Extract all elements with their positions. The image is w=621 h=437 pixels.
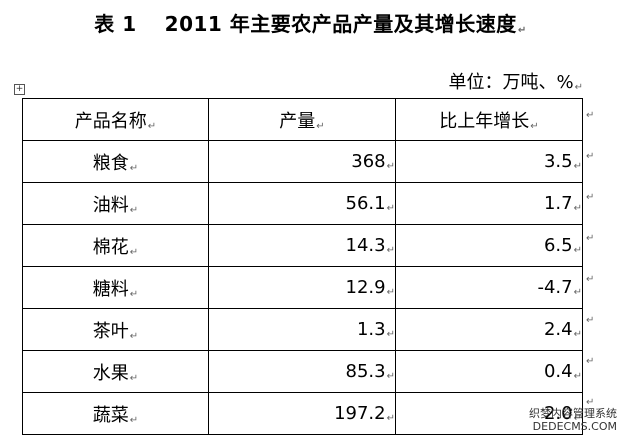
header-cell: 比上年增长↵ <box>395 98 583 141</box>
product-name-cell: 蔬菜↵ <box>22 392 209 435</box>
header-cell: 产品名称↵ <box>22 98 209 141</box>
row-end-mark-icon: ↵ <box>586 151 595 162</box>
product-name-cell: 粮食↵ <box>22 140 209 183</box>
growth-cell: -4.7↵ <box>395 266 583 309</box>
product-name-cell: 水果↵ <box>22 350 209 393</box>
table-row: 茶叶↵ 1.3↵ 2.4↵ <box>22 308 583 351</box>
table-number: 表 1 <box>94 12 137 36</box>
watermark: 织梦内容管理系统 DEDECMS.COM <box>529 407 617 433</box>
table-title: 表 1 2011 年主要农产品产量及其增长速度↵ <box>0 8 621 37</box>
table-move-handle-icon[interactable]: + <box>14 84 25 95</box>
table-row: 蔬菜↵ 197.2↵ 2.0↵ <box>22 392 583 435</box>
data-table: 产品名称↵ 产量↵ 比上年增长↵ 粮食↵ 368↵ 3.5↵ 油料↵ 56.1↵… <box>22 98 583 435</box>
table-title-text: 2011 年主要农产品产量及其增长速度 <box>164 12 517 36</box>
row-end-mark-icon: ↵ <box>586 356 595 367</box>
output-cell: 85.3↵ <box>208 350 396 393</box>
growth-cell: 2.4↵ <box>395 308 583 351</box>
output-cell: 197.2↵ <box>208 392 396 435</box>
growth-cell: 2.0↵ <box>395 392 583 435</box>
unit-label: 单位：万吨、%↵ <box>448 72 584 93</box>
growth-cell: 0.4↵ <box>395 350 583 393</box>
table-row: 粮食↵ 368↵ 3.5↵ <box>22 140 583 183</box>
table-row: 糖料↵ 12.9↵ -4.7↵ <box>22 266 583 309</box>
row-end-mark-icon: ↵ <box>586 110 595 121</box>
table-header-row: 产品名称↵ 产量↵ 比上年增长↵ <box>22 98 583 141</box>
watermark-line-1: 织梦内容管理系统 <box>529 407 617 420</box>
product-name-cell: 茶叶↵ <box>22 308 209 351</box>
table-row: 油料↵ 56.1↵ 1.7↵ <box>22 182 583 225</box>
paragraph-mark-icon: ↵ <box>574 82 583 93</box>
row-end-mark-icon: ↵ <box>586 274 595 285</box>
table-row: 棉花↵ 14.3↵ 6.5↵ <box>22 224 583 267</box>
output-cell: 12.9↵ <box>208 266 396 309</box>
row-end-mark-icon: ↵ <box>586 192 595 203</box>
product-name-cell: 糖料↵ <box>22 266 209 309</box>
output-cell: 56.1↵ <box>208 182 396 225</box>
output-cell: 14.3↵ <box>208 224 396 267</box>
row-end-mark-icon: ↵ <box>586 315 595 326</box>
watermark-line-2: DEDECMS.COM <box>532 420 617 433</box>
table-row: 水果↵ 85.3↵ 0.4↵ <box>22 350 583 393</box>
growth-cell: 6.5↵ <box>395 224 583 267</box>
row-end-mark-icon: ↵ <box>586 233 595 244</box>
header-cell: 产量↵ <box>208 98 396 141</box>
output-cell: 1.3↵ <box>208 308 396 351</box>
output-cell: 368↵ <box>208 140 396 183</box>
paragraph-mark-icon: ↵ <box>517 25 527 36</box>
product-name-cell: 棉花↵ <box>22 224 209 267</box>
row-end-mark-icon: ↵ <box>586 397 595 408</box>
growth-cell: 3.5↵ <box>395 140 583 183</box>
product-name-cell: 油料↵ <box>22 182 209 225</box>
growth-cell: 1.7↵ <box>395 182 583 225</box>
